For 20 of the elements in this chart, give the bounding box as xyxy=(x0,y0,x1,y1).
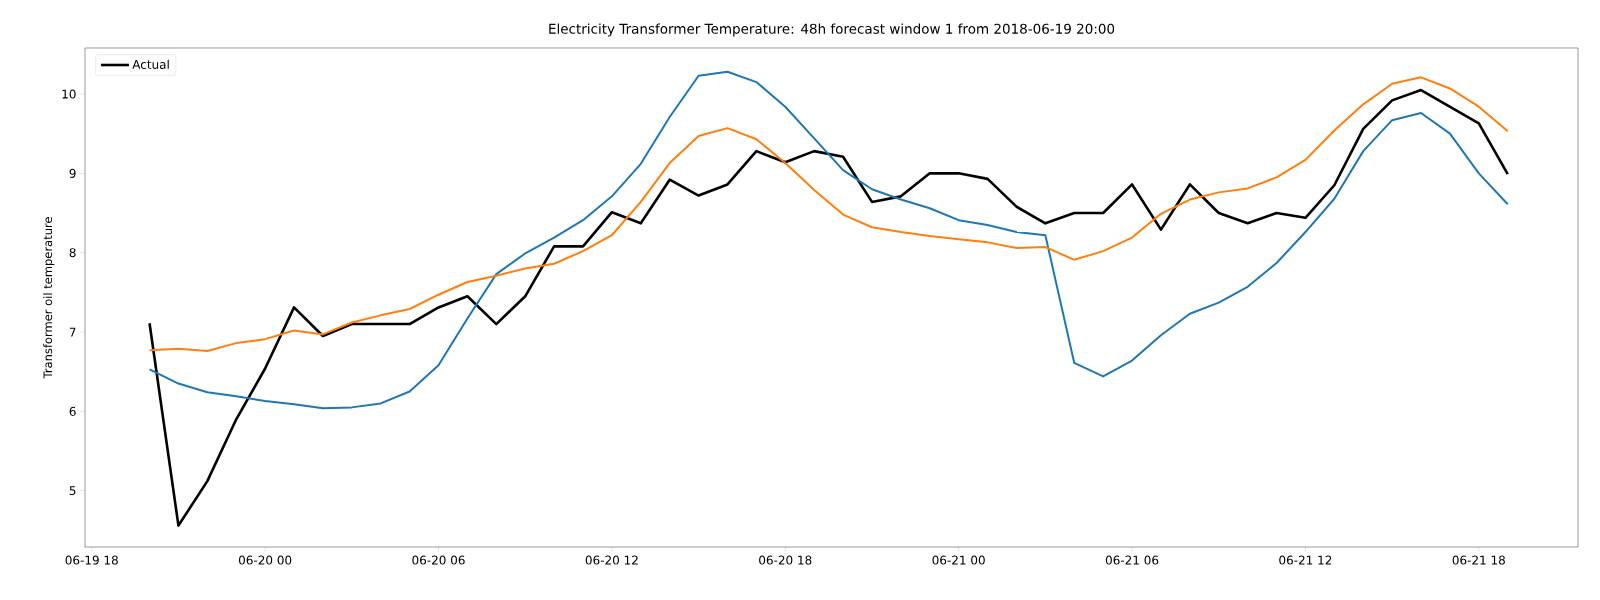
x-tick-label: 06-21 18 xyxy=(1452,555,1505,565)
line-series xyxy=(148,76,1509,353)
y-tick-label: 6 xyxy=(69,406,76,416)
x-tick-label: 06-21 12 xyxy=(1279,555,1332,565)
y-tick-label: 8 xyxy=(69,248,76,258)
chart-title: Electricity Transformer Temperature: 48h forecast window 1 from 2018-06-19 20:00 xyxy=(549,23,1115,37)
line-series xyxy=(148,70,1509,410)
y-axis-title: Transformer oil temperature xyxy=(43,217,55,379)
x-tick-label: 06-21 00 xyxy=(932,555,985,565)
y-tick-label: 9 xyxy=(69,168,76,178)
x-tick-label: 06-20 18 xyxy=(759,555,812,565)
y-tick-label: 5 xyxy=(69,486,76,496)
y-tick-label: 7 xyxy=(69,327,76,337)
y-tick-label: 10 xyxy=(62,89,76,99)
x-tick-label: 06-19 18 xyxy=(65,555,118,565)
x-tick-label: 06-20 00 xyxy=(238,555,292,565)
legend-label: Actual xyxy=(132,59,169,69)
x-tick-label: 06-20 06 xyxy=(412,555,465,565)
x-tick-label: 06-20 12 xyxy=(585,555,638,565)
x-tick-label: 06-21 06 xyxy=(1105,555,1159,565)
